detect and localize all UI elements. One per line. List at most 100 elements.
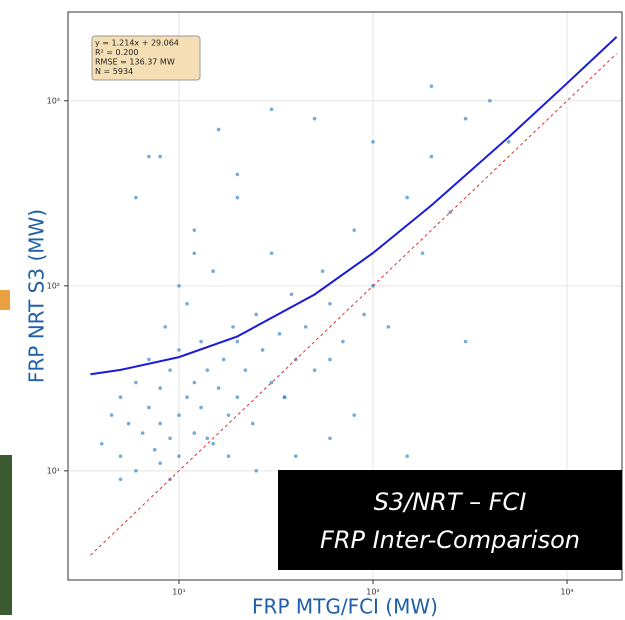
- point: [211, 269, 215, 273]
- side-fragment: [0, 290, 10, 310]
- point: [147, 357, 151, 362]
- point: [328, 301, 332, 306]
- point: [177, 284, 181, 288]
- y-tick-label: 10¹: [47, 466, 60, 475]
- y-axis-label: FRP NRT S3 (MW): [25, 209, 49, 383]
- point: [226, 413, 231, 417]
- point: [216, 386, 221, 390]
- point: [362, 312, 366, 317]
- point: [199, 339, 203, 344]
- point: [147, 405, 151, 410]
- annotation-line: y = 1.214x + 29.064: [95, 39, 179, 48]
- point: [405, 454, 409, 458]
- point: [463, 339, 468, 344]
- point: [205, 368, 210, 372]
- point: [192, 431, 197, 435]
- annotation-box: [91, 35, 201, 81]
- plot-frame: [67, 11, 623, 581]
- point: [192, 228, 197, 232]
- point: [320, 269, 325, 273]
- point: [158, 154, 162, 159]
- y-tick-label: 10³: [47, 96, 60, 105]
- point: [118, 477, 123, 482]
- point: [371, 140, 375, 144]
- point: [177, 454, 181, 458]
- point: [254, 312, 258, 317]
- point: [177, 348, 181, 352]
- point: [254, 469, 258, 473]
- point: [192, 251, 197, 256]
- point: [341, 339, 345, 344]
- point: [168, 436, 172, 441]
- point: [134, 195, 138, 200]
- reference-line: [90, 53, 617, 556]
- point: [488, 99, 492, 103]
- point: [158, 386, 162, 390]
- point: [134, 380, 138, 385]
- point: [429, 84, 434, 88]
- overlay-box: [278, 470, 622, 570]
- point: [235, 339, 240, 344]
- point: [405, 195, 409, 200]
- annotation-line: RMSE = 136.37 MW: [95, 58, 175, 67]
- point: [386, 325, 391, 329]
- point: [199, 405, 203, 410]
- point: [250, 421, 255, 426]
- point: [303, 325, 308, 329]
- overlay-title: S3/NRT – FCI: [374, 488, 527, 516]
- y-tick-label: 10²: [47, 281, 60, 290]
- point: [420, 251, 425, 256]
- point: [134, 469, 138, 473]
- point: [243, 368, 248, 372]
- point: [158, 461, 162, 465]
- x-tick-label: 10²: [366, 588, 379, 597]
- point: [109, 413, 114, 417]
- side-fragment: [0, 455, 12, 615]
- point: [163, 325, 168, 329]
- point: [277, 332, 282, 336]
- point: [429, 154, 434, 159]
- point: [118, 395, 123, 400]
- annotation-line: R² = 0.200: [95, 48, 138, 57]
- point: [231, 325, 235, 329]
- point: [269, 107, 274, 112]
- point: [260, 348, 265, 352]
- point: [312, 116, 317, 121]
- annotation-line: N = 5934: [95, 67, 133, 76]
- point: [226, 454, 231, 458]
- point: [126, 421, 131, 426]
- point: [211, 441, 215, 446]
- point: [205, 436, 210, 441]
- point: [147, 154, 151, 159]
- point: [463, 116, 468, 121]
- point: [282, 395, 287, 400]
- point: [152, 447, 157, 452]
- point: [216, 127, 221, 132]
- point: [140, 431, 145, 435]
- point: [235, 172, 240, 177]
- x-tick-label: 10¹: [172, 588, 185, 597]
- point: [312, 368, 317, 372]
- point: [506, 140, 511, 144]
- point: [192, 380, 197, 385]
- x-tick-label: 10³: [560, 588, 573, 597]
- point: [177, 413, 181, 417]
- point: [328, 357, 332, 362]
- fit-line: [90, 36, 618, 376]
- point: [235, 395, 240, 400]
- point: [168, 368, 172, 372]
- point: [158, 421, 162, 426]
- point: [221, 357, 226, 362]
- point: [293, 454, 298, 458]
- x-axis-label: FRP MTG/FCI (MW): [252, 595, 438, 619]
- point: [185, 395, 189, 400]
- point: [352, 413, 356, 417]
- point: [328, 436, 332, 441]
- point: [289, 292, 294, 297]
- point: [99, 441, 104, 446]
- point: [235, 195, 240, 200]
- point: [352, 228, 356, 232]
- point: [185, 301, 189, 306]
